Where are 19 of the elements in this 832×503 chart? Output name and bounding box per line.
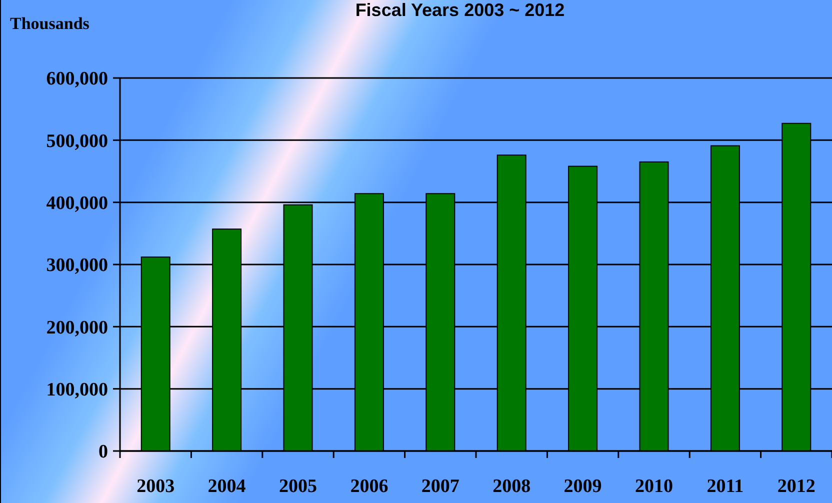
y-tick-label: 600,000 bbox=[46, 68, 108, 90]
y-tick-label: 100,000 bbox=[46, 379, 108, 400]
y-tick-label: 500,000 bbox=[46, 130, 108, 152]
y-tick-label: 400,000 bbox=[46, 192, 108, 214]
x-tick-label: 2009 bbox=[564, 476, 602, 497]
y-tick-label: 0 bbox=[98, 442, 108, 463]
x-tick-label: 2003 bbox=[136, 476, 175, 497]
y-axis-title: Thousands bbox=[10, 14, 90, 33]
x-tick-label: 2007 bbox=[421, 476, 460, 497]
x-tick-label: 2012 bbox=[777, 476, 816, 497]
y-tick-label: 300,000 bbox=[46, 255, 108, 276]
x-tick-label: 2008 bbox=[492, 476, 531, 497]
chart-title: Fiscal Years 2003 ~ 2012 bbox=[355, 0, 565, 20]
x-tick-label: 2005 bbox=[279, 476, 317, 497]
y-tick-label: 200,000 bbox=[46, 317, 108, 338]
x-tick-label: 2006 bbox=[350, 476, 388, 497]
x-tick-label: 2010 bbox=[635, 476, 673, 497]
x-tick-label: 2011 bbox=[706, 476, 744, 497]
x-tick-label: 2004 bbox=[208, 476, 246, 497]
